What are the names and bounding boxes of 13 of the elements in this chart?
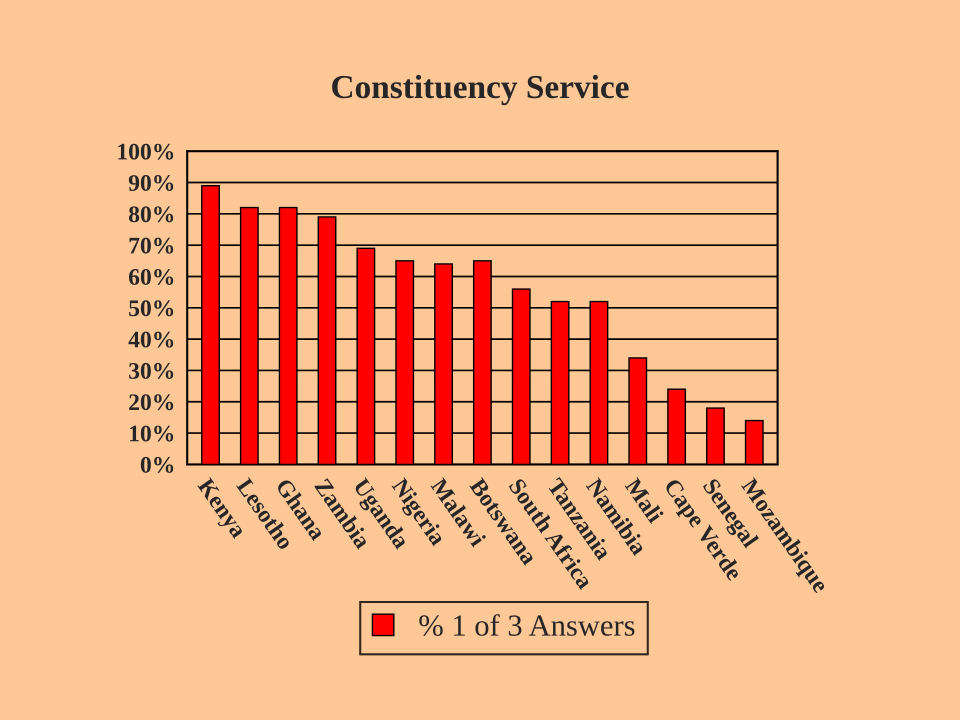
- y-tick-label: 20%: [129, 394, 174, 410]
- y-tick-label: 90%: [128, 175, 174, 192]
- y-tick-label: 80%: [128, 206, 174, 222]
- y-tick-label: 30%: [129, 362, 174, 379]
- y-tick-label: 10%: [130, 426, 174, 442]
- y-tick-label: 0%: [140, 456, 174, 473]
- y-tick-label: 60%: [128, 268, 174, 285]
- legend-label: % 1 of 3 Answers: [419, 614, 634, 636]
- y-tick-label: 50%: [129, 300, 174, 316]
- y-tick-label: 70%: [130, 238, 174, 254]
- chart-title: Constituency Service: [332, 74, 629, 106]
- y-tick-label: 100%: [118, 144, 174, 160]
- y-tick-label: 40%: [128, 332, 174, 348]
